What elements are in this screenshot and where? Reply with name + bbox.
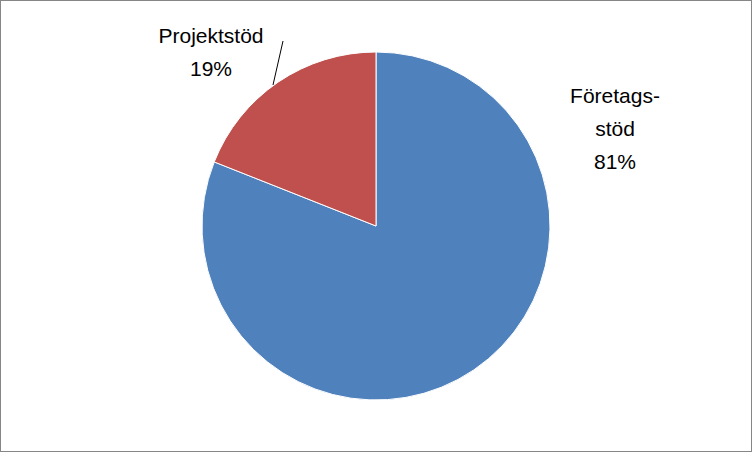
svg-text:Projektstöd: Projektstöd [158,24,263,47]
svg-text:81%: 81% [594,150,636,173]
svg-text:Företags-: Företags- [570,84,660,107]
svg-text:19%: 19% [190,57,232,80]
svg-text:stöd: stöd [595,117,635,140]
